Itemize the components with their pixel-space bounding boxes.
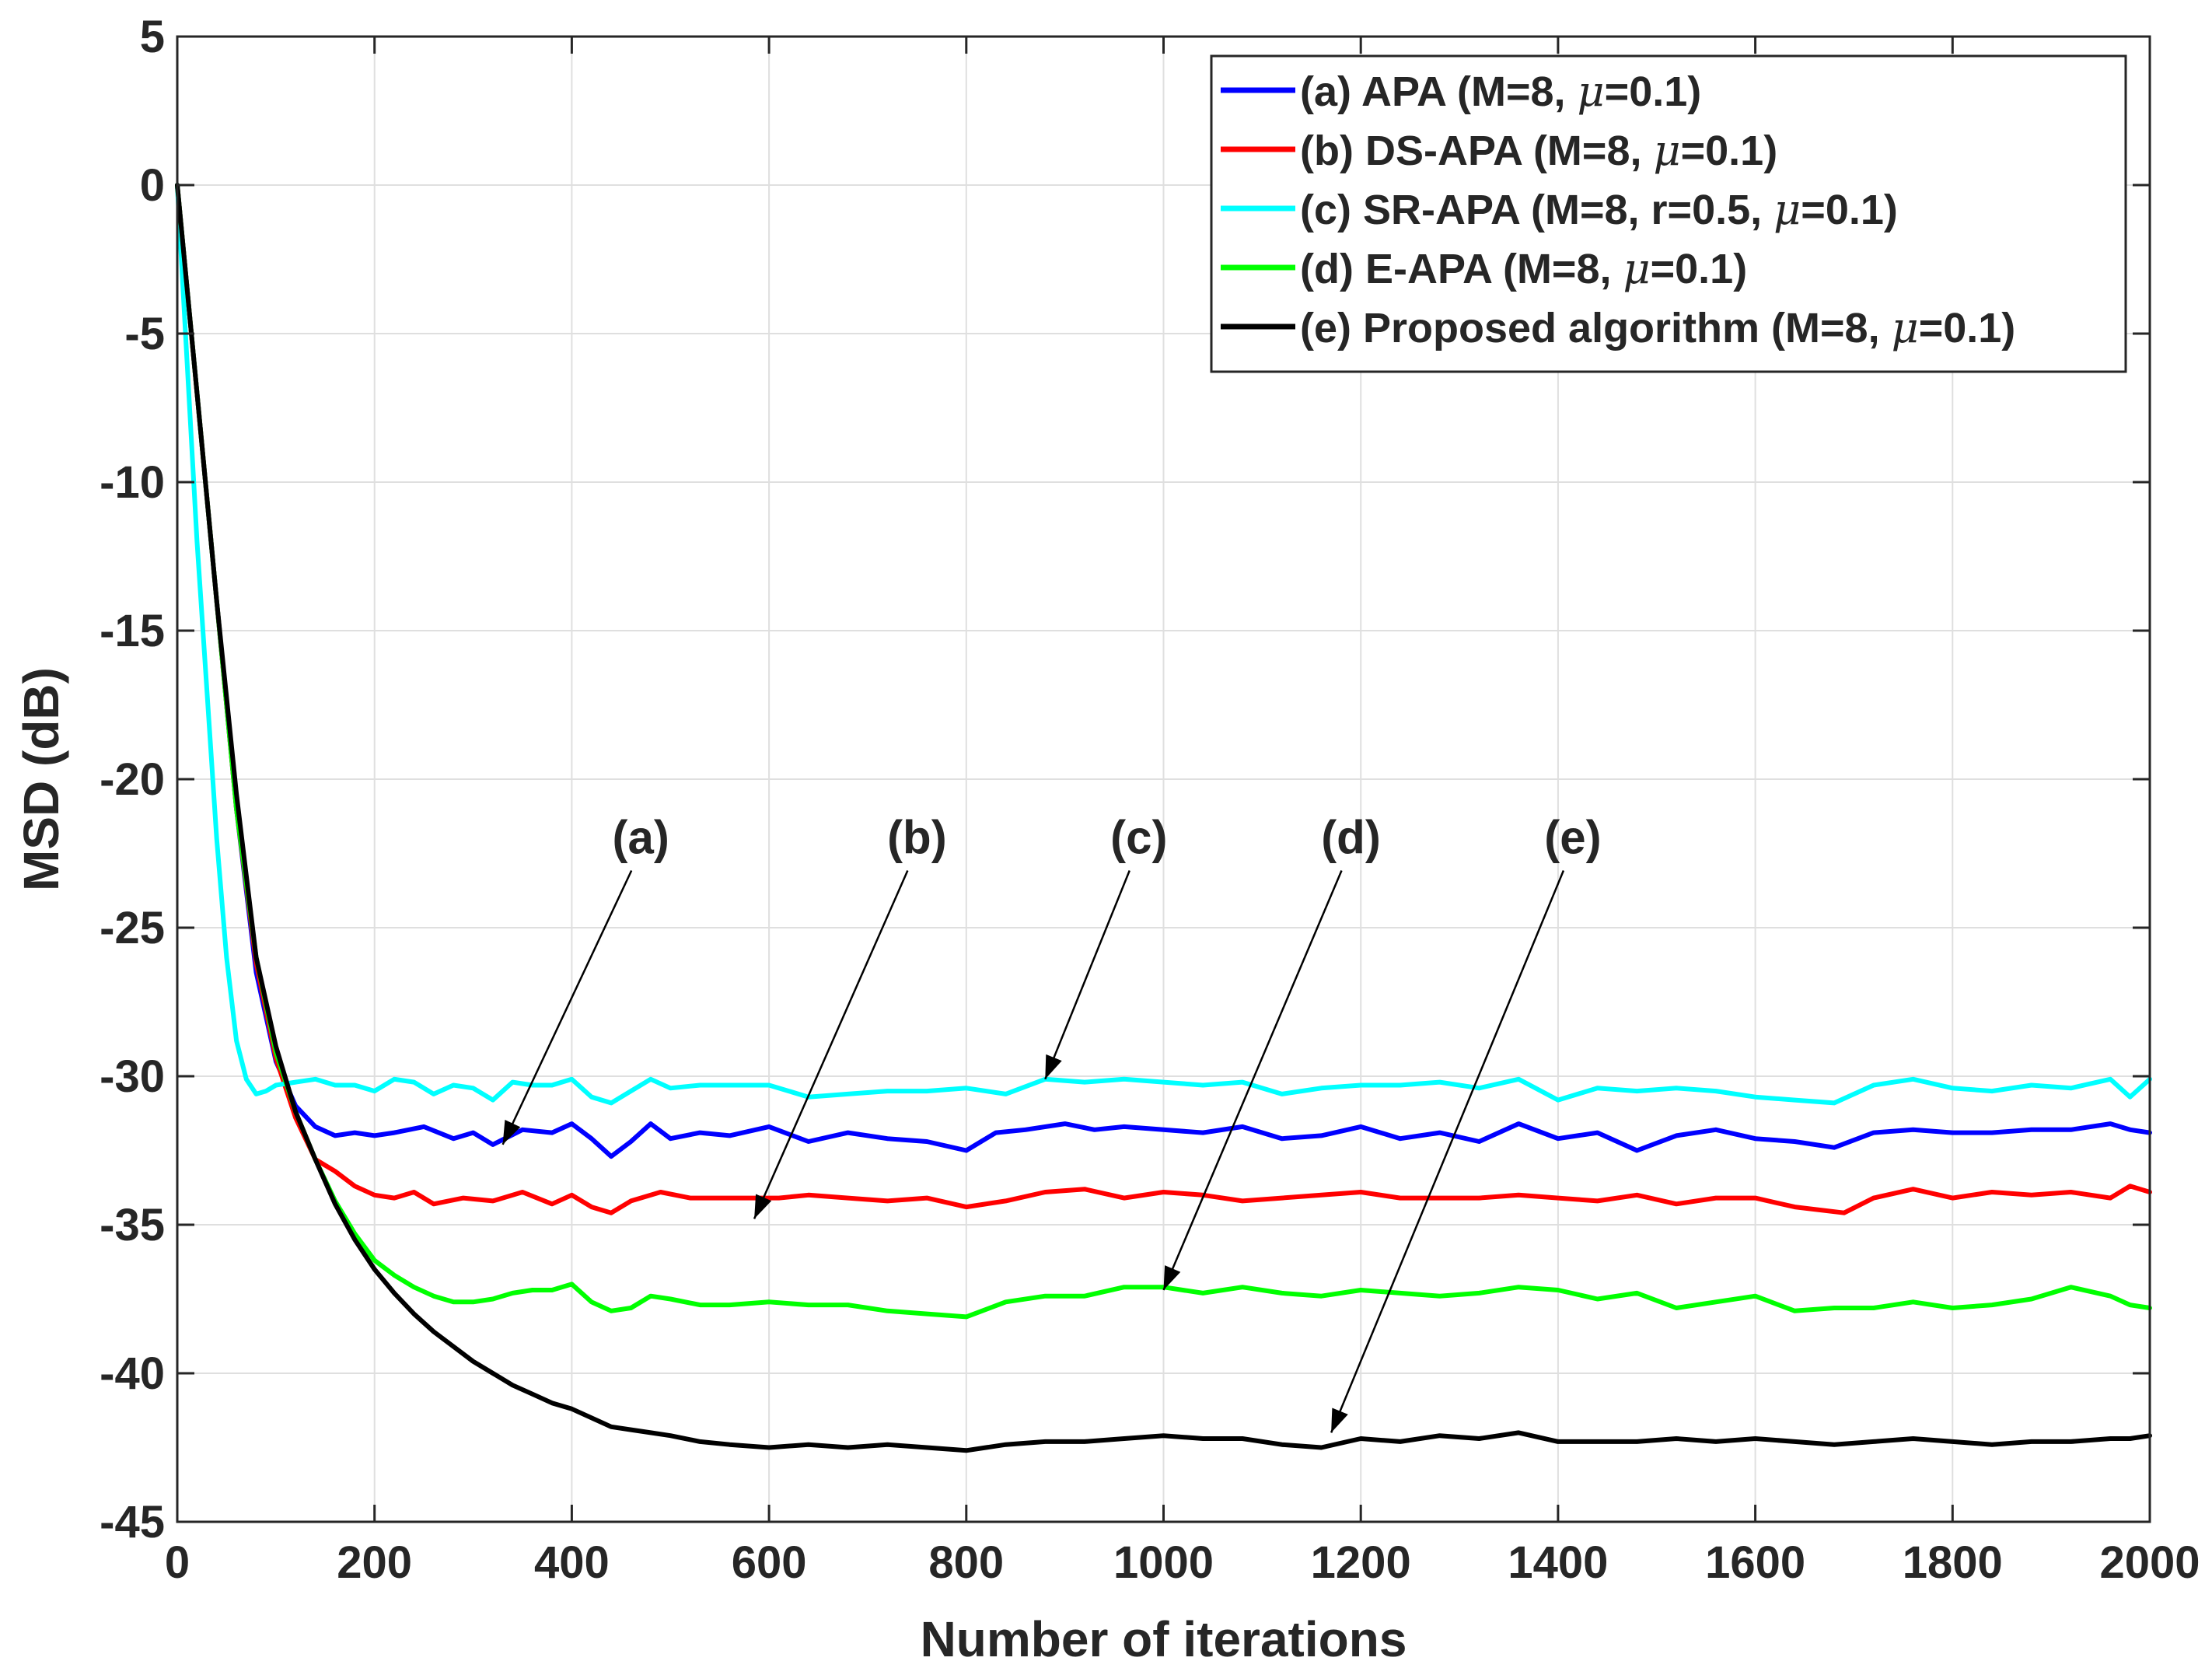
x-tick-label: 1600 bbox=[1705, 1537, 1805, 1588]
x-tick-label: 800 bbox=[928, 1537, 1004, 1588]
y-tick-label: -20 bbox=[100, 754, 165, 805]
series-line-c bbox=[175, 183, 2152, 1106]
x-tick-label: 1200 bbox=[1311, 1537, 1411, 1588]
y-tick-label: -10 bbox=[100, 457, 165, 508]
y-tick-label: -35 bbox=[100, 1200, 165, 1250]
y-tick-label: -25 bbox=[100, 903, 165, 953]
annotation-arrowhead bbox=[502, 1120, 521, 1145]
x-tick-label: 2000 bbox=[2099, 1537, 2200, 1588]
legend-label-d: (d) E-APA (M=8, μ=0.1) bbox=[1300, 244, 1747, 293]
series-line-e bbox=[175, 183, 2152, 1453]
legend-box bbox=[1210, 54, 2127, 373]
y-tick-label: -15 bbox=[100, 606, 165, 656]
legend-label-e: (e) Proposed algorithm (M=8, μ=0.1) bbox=[1300, 303, 2015, 352]
y-tick-label: -30 bbox=[100, 1051, 165, 1102]
annotation-arrowhead bbox=[754, 1194, 772, 1219]
annotation-arrow-line bbox=[753, 869, 909, 1219]
annotation-label-d: (d) bbox=[1321, 812, 1381, 864]
x-tick-label: 1000 bbox=[1113, 1537, 1214, 1588]
legend-label-c: (c) SR-APA (M=8, r=0.5, μ=0.1) bbox=[1300, 185, 1898, 234]
annotation-arrow-line bbox=[1330, 870, 1565, 1433]
y-tick-label: -40 bbox=[100, 1348, 165, 1399]
annotation-arrow-line bbox=[501, 869, 633, 1145]
y-tick-label: 5 bbox=[140, 12, 165, 62]
annotation-arrow-line bbox=[1044, 870, 1130, 1080]
x-tick-label: 1400 bbox=[1508, 1537, 1608, 1588]
annotation-label-a: (a) bbox=[613, 812, 669, 864]
annotation-label-e: (e) bbox=[1544, 812, 1601, 864]
series-line-a bbox=[175, 183, 2152, 1159]
x-tick-label: 1800 bbox=[1903, 1537, 2003, 1588]
annotation-arrowhead bbox=[1045, 1054, 1062, 1079]
series-line-b bbox=[175, 183, 2152, 1215]
y-tick-label: 0 bbox=[140, 160, 165, 211]
annotation-label-c: (c) bbox=[1110, 812, 1167, 864]
x-axis-label: Number of iterations bbox=[921, 1611, 1407, 1667]
annotation-arrow-line bbox=[1162, 870, 1343, 1291]
series-line-d bbox=[175, 183, 2152, 1320]
y-tick-label: -45 bbox=[100, 1497, 165, 1547]
x-tick-label: 600 bbox=[732, 1537, 807, 1588]
series-group bbox=[175, 183, 2152, 1453]
annotation-arrowhead bbox=[1331, 1407, 1348, 1433]
y-tick-label: -5 bbox=[124, 309, 165, 359]
annotation-arrowhead bbox=[1163, 1265, 1181, 1290]
y-axis-label: MSD (dB) bbox=[13, 667, 69, 891]
x-tick-label: 400 bbox=[534, 1537, 610, 1588]
annotation-label-b: (b) bbox=[887, 812, 947, 864]
x-tick-label: 0 bbox=[165, 1537, 190, 1588]
axis-ticks: 0 200 400 600 800 1000 1200 1400 1600 1800 200050-… bbox=[100, 12, 2200, 1588]
annotations: (a) (b) (c) (d) (e) bbox=[501, 812, 1602, 1433]
legend: (a) APA (M=8, μ=0.1) (b) DS-APA (M=8, μ=0… bbox=[1210, 54, 2127, 373]
legend-label-b: (b) DS-APA (M=8, μ=0.1) bbox=[1300, 126, 1777, 175]
legend-label-a: (a) APA (M=8, μ=0.1) bbox=[1300, 67, 1701, 116]
x-tick-label: 200 bbox=[337, 1537, 412, 1588]
